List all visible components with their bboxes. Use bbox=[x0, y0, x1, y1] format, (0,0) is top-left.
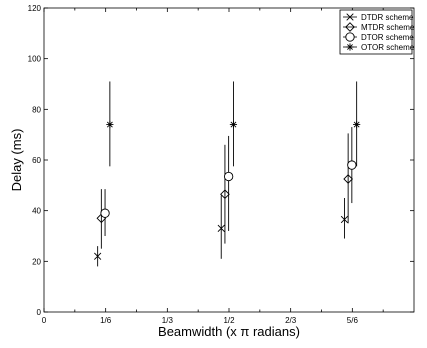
legend-entry: OTOR scheme bbox=[343, 43, 415, 52]
series-star bbox=[106, 81, 361, 167]
y-axis-label: Delay (ms) bbox=[9, 129, 24, 192]
x-marker bbox=[217, 224, 225, 233]
legend-entry: MTDR scheme bbox=[343, 22, 415, 32]
series-circle bbox=[100, 127, 357, 236]
y-tick-label: 40 bbox=[32, 207, 41, 216]
x-marker bbox=[346, 13, 354, 21]
x-marker bbox=[340, 215, 349, 224]
series-x bbox=[94, 195, 349, 267]
star-marker bbox=[106, 120, 114, 129]
legend-label: DTDR scheme bbox=[361, 13, 414, 22]
x-tick-label: 1/6 bbox=[100, 316, 112, 325]
y-tick-label: 60 bbox=[32, 156, 41, 165]
x-tick-label: 2/3 bbox=[285, 316, 297, 325]
x-marker bbox=[94, 252, 102, 260]
diamond-marker bbox=[343, 174, 353, 184]
y-tick-label: 20 bbox=[32, 257, 41, 266]
circle-marker bbox=[345, 32, 355, 42]
diamond-marker bbox=[220, 189, 230, 200]
legend-label: DTOR scheme bbox=[361, 33, 414, 42]
star-marker bbox=[229, 120, 238, 129]
circle-marker bbox=[347, 160, 357, 170]
star-marker bbox=[346, 43, 354, 51]
data-series bbox=[94, 81, 361, 267]
diamond-marker bbox=[345, 22, 355, 32]
legend-entry: DTDR scheme bbox=[343, 13, 414, 22]
circle-marker bbox=[100, 208, 110, 218]
y-tick-label: 80 bbox=[32, 105, 41, 114]
legend-label: OTOR scheme bbox=[361, 43, 415, 52]
x-tick-label: 0 bbox=[42, 316, 47, 325]
y-tick-label: 120 bbox=[28, 4, 42, 13]
star-marker bbox=[353, 120, 361, 129]
y-tick-label: 0 bbox=[37, 308, 42, 317]
x-tick-label: 1/3 bbox=[162, 316, 174, 325]
x-tick-label: 1/2 bbox=[223, 316, 235, 325]
circle-marker bbox=[223, 171, 234, 182]
x-axis-label: Beamwidth (x π radians) bbox=[158, 324, 300, 339]
legend-label: MTDR scheme bbox=[361, 23, 415, 32]
series-diamond bbox=[96, 133, 353, 249]
legend-entry: DTOR scheme bbox=[343, 32, 414, 42]
x-tick-label: 5/6 bbox=[347, 316, 359, 325]
y-tick-label: 100 bbox=[28, 55, 42, 64]
axis-ticks: 0 20 40 60 80 100 120 0 1/6 1/3 1/2 2/3 5/6 bbox=[28, 4, 414, 325]
